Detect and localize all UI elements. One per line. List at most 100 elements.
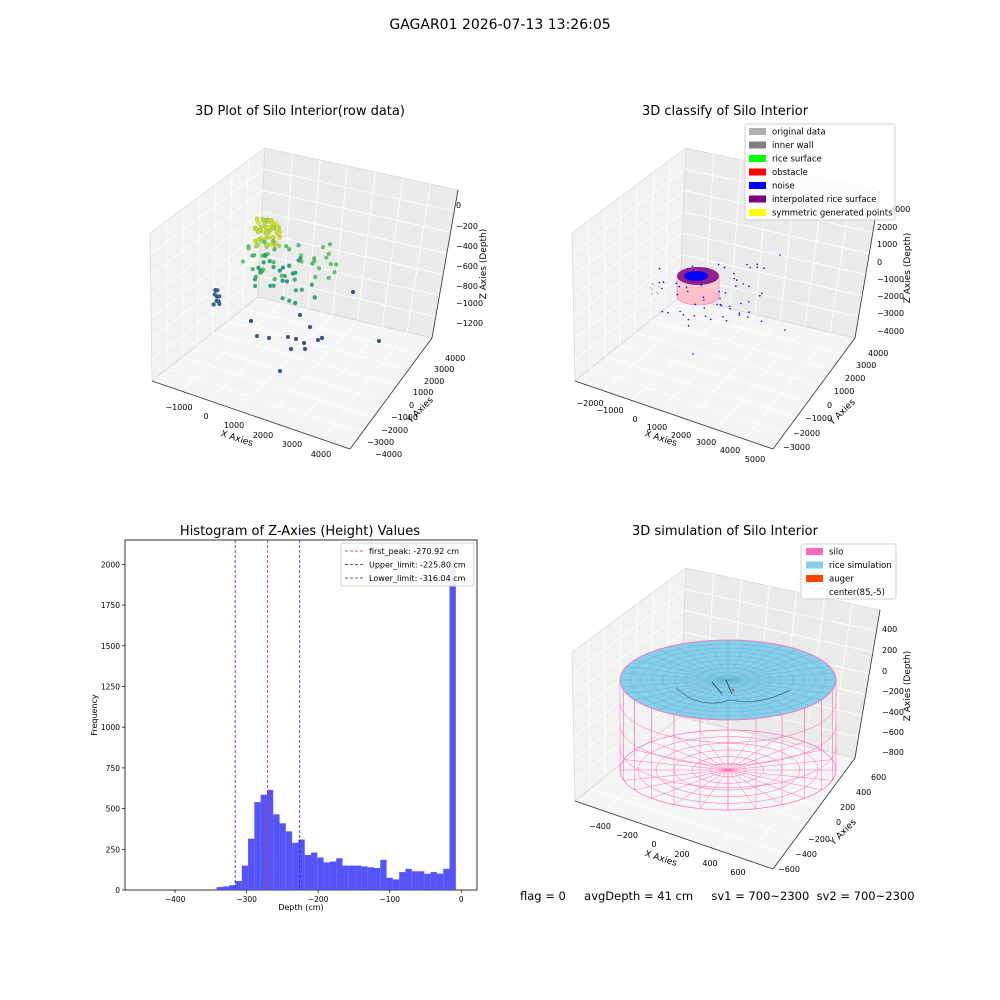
- raw-point: [284, 244, 289, 249]
- noise-point: [678, 285, 681, 288]
- rice-mesh-spoke: [727, 679, 835, 688]
- p1-xtick: −1000: [165, 403, 192, 412]
- raw-point: [264, 219, 269, 225]
- histogram-bar: [373, 868, 381, 890]
- grid-line: [573, 254, 682, 340]
- raw-point: [271, 234, 276, 240]
- raw-point: [326, 251, 331, 257]
- raw-point: [310, 261, 315, 266]
- rice-mesh-spoke: [645, 654, 729, 681]
- p2-xtick: 3000: [696, 438, 716, 447]
- silo-bottom-spoke: [727, 749, 822, 771]
- raw-point: [255, 229, 261, 234]
- grid-line: [236, 314, 333, 411]
- histogram-bar: [235, 881, 242, 890]
- p4-ytick: −200: [808, 835, 830, 844]
- x-axis-line: [151, 380, 351, 450]
- grid-line: [182, 356, 374, 418]
- grid-line: [573, 674, 682, 759]
- y-axis-line: [772, 757, 856, 870]
- raw-point: [267, 258, 272, 264]
- y-tick-label: 1000: [101, 723, 120, 732]
- raw-point: [246, 244, 251, 249]
- x-axis-line: [574, 380, 774, 450]
- raw-point: [269, 218, 274, 223]
- grid-line: [574, 695, 682, 781]
- silo-bottom: [676, 286, 720, 306]
- original-point: [651, 283, 653, 285]
- grid-line: [664, 160, 671, 310]
- histogram-bar: [336, 858, 343, 890]
- noise-point: [722, 316, 724, 318]
- raw-point: [258, 229, 264, 234]
- panel1-title: 3D Plot of Silo Interior(row data): [195, 104, 405, 119]
- rice-mesh-ring: [641, 647, 815, 713]
- axis-pane: [574, 296, 856, 450]
- grid-line: [259, 254, 440, 297]
- histogram-bar: [254, 802, 261, 890]
- p2-ytick: 3000: [856, 361, 876, 370]
- raw-point: [263, 224, 268, 229]
- histogram-bar: [323, 862, 330, 890]
- legend-label: first_peak: -270.92 cm: [369, 547, 459, 556]
- rice-mesh-spoke: [621, 672, 729, 681]
- grid-line: [682, 652, 866, 695]
- noise-point: [706, 267, 708, 270]
- p2-ylabel: Y Axies: [827, 397, 858, 428]
- legend-label: rice surface: [772, 155, 822, 165]
- p2-ztick: 2000: [877, 223, 897, 232]
- histogram-bar: [229, 885, 236, 890]
- raw-point: [270, 238, 276, 244]
- raw-point: [256, 265, 261, 270]
- noise-point: [723, 266, 726, 269]
- grid-line: [680, 275, 859, 318]
- p4-ztick: −800: [882, 748, 904, 757]
- noise-point: [686, 268, 689, 270]
- grid-line: [619, 764, 809, 822]
- legend-label: center(85,-5): [829, 588, 885, 598]
- noise-point: [759, 294, 761, 297]
- grid-line: [649, 740, 832, 791]
- noise-point: [658, 281, 661, 284]
- raw-point: [264, 244, 269, 250]
- grid-line: [744, 331, 831, 440]
- raw-point: [271, 239, 276, 244]
- raw-point: [302, 346, 308, 352]
- silo-bottom-spoke: [727, 769, 805, 799]
- y-tick-label: 750: [106, 764, 121, 773]
- y-tick-label: 500: [106, 805, 121, 814]
- x-axis-line: [574, 800, 774, 870]
- raw-point: [293, 270, 298, 276]
- noise-point: [729, 307, 731, 310]
- raw-point: [272, 243, 277, 248]
- rice-mesh-spoke: [727, 672, 835, 681]
- noise-point: [728, 305, 731, 308]
- noise-point: [692, 353, 694, 355]
- raw-point: [290, 271, 295, 276]
- panel2-title: 3D classify of Silo Interior: [641, 104, 809, 119]
- grid-line: [150, 211, 263, 297]
- p4-xtick: 0: [651, 840, 656, 849]
- grid-line: [197, 196, 200, 346]
- raw-point: [296, 243, 301, 248]
- rice-mesh-spoke: [727, 649, 798, 681]
- raw-point: [268, 283, 273, 288]
- raw-point: [285, 334, 291, 340]
- p2-xtick: 1000: [647, 423, 667, 432]
- silo-bottom-ring: [637, 736, 819, 804]
- rice-mesh-spoke: [727, 642, 766, 681]
- grid-line: [212, 332, 397, 386]
- grid-line: [754, 165, 770, 315]
- p4-ytick: 0: [836, 818, 841, 827]
- grid-line: [151, 275, 260, 361]
- grid-line: [406, 183, 431, 333]
- raw-point: [248, 318, 254, 324]
- raw-point: [257, 228, 262, 233]
- grid-line: [258, 275, 436, 318]
- raw-point: [261, 218, 267, 223]
- raw-point: [266, 335, 272, 341]
- p2-ztick: −4000: [877, 327, 904, 336]
- raw-point: [297, 312, 303, 318]
- grid-line: [604, 776, 797, 838]
